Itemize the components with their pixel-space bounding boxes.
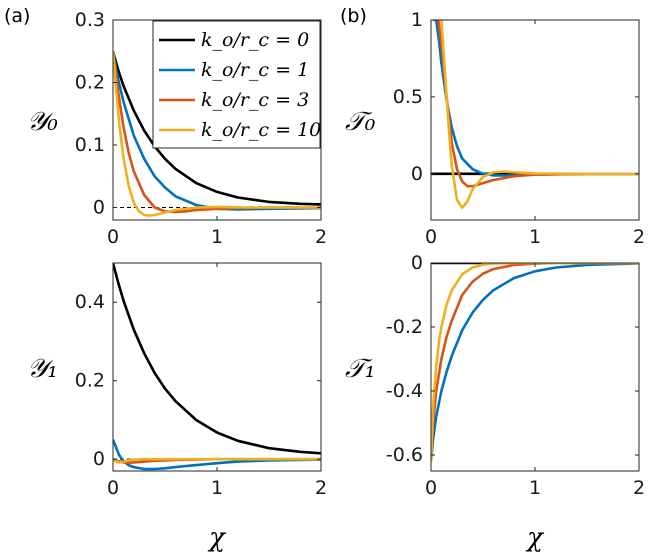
x-tick-label: 0	[425, 477, 437, 499]
x-tick-label: 1	[529, 477, 541, 499]
panel-3: 0 1 2 0 0.2 0.4 𝒴₁ χ	[27, 262, 327, 553]
legend-label: k_o/r_c = 1	[201, 59, 309, 81]
y-tick-label: 0.1	[75, 134, 105, 156]
legend: k_o/r_c = 0 k_o/r_c = 1 k_o/r_c = 3 k_o/r_c…	[152, 20, 321, 149]
series-line-korc--3	[431, 263, 639, 462]
series-line-korc--1	[113, 439, 321, 471]
x-tick-label: 2	[633, 226, 645, 248]
series-line-korc--0	[113, 50, 321, 206]
y-tick-label: 1	[411, 9, 423, 31]
x-axis-label: χ	[207, 523, 227, 553]
panel-2: 0 1 2 0 0.5 1 𝒯₀	[345, 9, 645, 248]
plots: 0 1 2 0 0.1 0.2 0.3 𝒴₀ 0 1 2 0 0.5 1 𝒯₀ 0 1 2 0 0.2 0.4 𝒴₁ χ 0 1…	[27, 9, 645, 553]
x-tick-label: 2	[315, 477, 327, 499]
y-tick-label: 0.4	[75, 291, 105, 313]
y-axis-label: 𝒴₁	[27, 354, 58, 384]
series-line-korc--10	[431, 263, 639, 462]
y-tick-label: 0.2	[75, 72, 105, 94]
y-tick-label: 0	[411, 252, 423, 274]
legend-entry: k_o/r_c = 3	[159, 89, 309, 111]
y-tick-label: 0.3	[75, 9, 105, 31]
series-line-korc--0	[113, 263, 321, 455]
series-line-korc--1	[433, 20, 639, 177]
y-tick-label: -0.4	[386, 380, 423, 402]
panel-label-b: (b)	[340, 5, 367, 27]
axes-frame	[112, 262, 322, 472]
y-axis-label: 𝒯₁	[345, 354, 375, 384]
x-tick-label: 0	[107, 477, 119, 499]
x-tick-label: 1	[211, 226, 223, 248]
y-tick-label: 0.5	[393, 86, 423, 108]
legend-entry: k_o/r_c = 1	[159, 59, 309, 81]
series-line-korc--10	[113, 51, 321, 217]
x-axis-label: χ	[525, 523, 545, 553]
legend-label: k_o/r_c = 10	[201, 119, 321, 141]
y-tick-label: -0.2	[386, 316, 423, 338]
legend-label: k_o/r_c = 0	[201, 29, 309, 51]
y-tick-label: 0.2	[75, 370, 105, 392]
legend-entry: k_o/r_c = 10	[159, 119, 321, 141]
y-tick-label: 0	[411, 163, 423, 185]
x-tick-label: 1	[529, 226, 541, 248]
axes-frame	[430, 19, 640, 221]
series-line-korc--10	[113, 457, 321, 464]
series-line-korc--3	[437, 20, 639, 188]
x-tick-label: 0	[425, 226, 437, 248]
panel-4: 0 1 2 0 -0.2 -0.4 -0.6 𝒯₁ χ	[345, 252, 645, 553]
x-tick-label: 2	[315, 226, 327, 248]
x-tick-label: 1	[211, 477, 223, 499]
y-axis-label: 𝒴₀	[27, 107, 58, 137]
y-axis-label: 𝒯₀	[345, 107, 376, 137]
x-tick-label: 2	[633, 477, 645, 499]
y-tick-label: 0	[93, 197, 105, 219]
y-tick-label: 0	[93, 448, 105, 470]
panel-label-a: (a)	[4, 5, 30, 27]
legend-box	[152, 20, 321, 149]
y-tick-label: -0.6	[386, 444, 423, 466]
legend-entry: k_o/r_c = 0	[159, 29, 309, 51]
series-line-korc--1	[431, 263, 639, 462]
legend-label: k_o/r_c = 3	[201, 89, 309, 111]
series-line-korc--10	[440, 20, 639, 209]
panel-1: 0 1 2 0 0.1 0.2 0.3 𝒴₀	[27, 9, 327, 248]
x-tick-label: 0	[107, 226, 119, 248]
